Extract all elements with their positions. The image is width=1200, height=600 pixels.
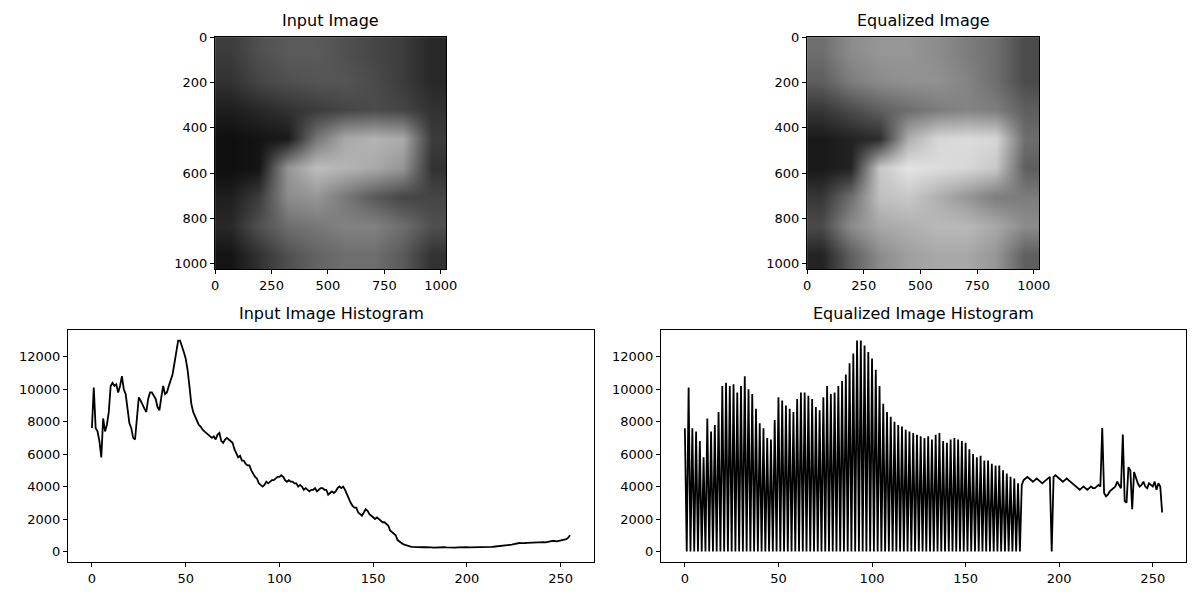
svg-text:0: 0 (88, 571, 96, 586)
svg-text:100: 100 (860, 571, 885, 586)
svg-text:Equalized Image Histogram: Equalized Image Histogram (813, 304, 1034, 323)
svg-text:Input Image Histogram: Input Image Histogram (239, 304, 424, 323)
svg-text:400: 400 (183, 120, 208, 135)
svg-text:10000: 10000 (612, 382, 653, 397)
svg-text:250: 250 (851, 278, 876, 293)
svg-text:800: 800 (775, 211, 800, 226)
svg-text:8000: 8000 (620, 414, 653, 429)
svg-text:12000: 12000 (612, 349, 653, 364)
svg-text:200: 200 (183, 75, 208, 90)
svg-text:200: 200 (455, 571, 480, 586)
svg-text:1000: 1000 (766, 256, 799, 271)
svg-text:0: 0 (803, 278, 811, 293)
svg-text:1000: 1000 (174, 256, 207, 271)
svg-text:1000: 1000 (424, 278, 457, 293)
svg-text:750: 750 (372, 278, 397, 293)
svg-text:12000: 12000 (19, 349, 60, 364)
svg-text:0: 0 (681, 571, 689, 586)
svg-text:250: 250 (1140, 571, 1165, 586)
svg-text:500: 500 (315, 278, 340, 293)
svg-text:0: 0 (645, 544, 653, 559)
svg-text:200: 200 (1047, 571, 1072, 586)
svg-text:800: 800 (183, 211, 208, 226)
svg-text:8000: 8000 (27, 414, 60, 429)
svg-text:6000: 6000 (620, 447, 653, 462)
svg-text:750: 750 (965, 278, 990, 293)
svg-text:0: 0 (52, 544, 60, 559)
svg-text:400: 400 (775, 120, 800, 135)
svg-text:150: 150 (953, 571, 978, 586)
svg-text:600: 600 (183, 166, 208, 181)
svg-text:50: 50 (177, 571, 194, 586)
svg-text:Equalized Image: Equalized Image (857, 11, 990, 30)
svg-text:0: 0 (211, 278, 219, 293)
svg-text:10000: 10000 (19, 382, 60, 397)
svg-text:0: 0 (791, 30, 799, 45)
svg-text:Input Image: Input Image (282, 11, 379, 30)
svg-text:4000: 4000 (620, 479, 653, 494)
svg-text:500: 500 (908, 278, 933, 293)
svg-text:0: 0 (199, 30, 207, 45)
svg-text:6000: 6000 (27, 447, 60, 462)
svg-text:4000: 4000 (27, 479, 60, 494)
svg-text:2000: 2000 (27, 512, 60, 527)
svg-text:200: 200 (775, 75, 800, 90)
svg-text:150: 150 (361, 571, 386, 586)
svg-text:250: 250 (259, 278, 284, 293)
svg-text:250: 250 (548, 571, 573, 586)
svg-text:100: 100 (267, 571, 292, 586)
svg-text:1000: 1000 (1017, 278, 1050, 293)
svg-text:50: 50 (770, 571, 787, 586)
svg-text:2000: 2000 (620, 512, 653, 527)
svg-text:600: 600 (775, 166, 800, 181)
